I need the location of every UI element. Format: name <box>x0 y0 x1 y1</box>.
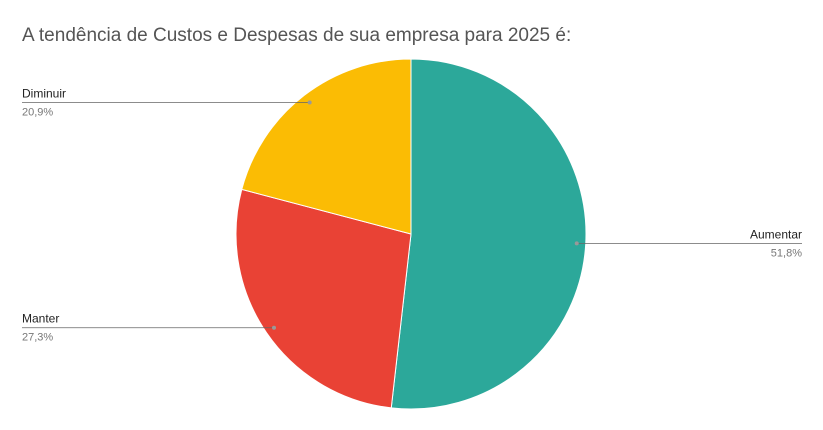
slice-label: Manter <box>22 312 59 326</box>
slice-label: Diminuir <box>22 87 66 101</box>
pie-slice <box>235 188 412 409</box>
pie-slice <box>241 58 412 235</box>
leader-dot <box>574 241 579 246</box>
slice-label: Aumentar <box>750 227 802 241</box>
pie-slice <box>390 58 587 410</box>
leader-dot <box>307 100 312 105</box>
slice-value: 27,3% <box>22 332 53 344</box>
chart-title: A tendência de Custos e Despesas de sua … <box>22 25 571 46</box>
slice-value: 51,8% <box>771 247 802 259</box>
leader-dot <box>271 325 276 330</box>
slice-value: 20,9% <box>22 107 53 119</box>
